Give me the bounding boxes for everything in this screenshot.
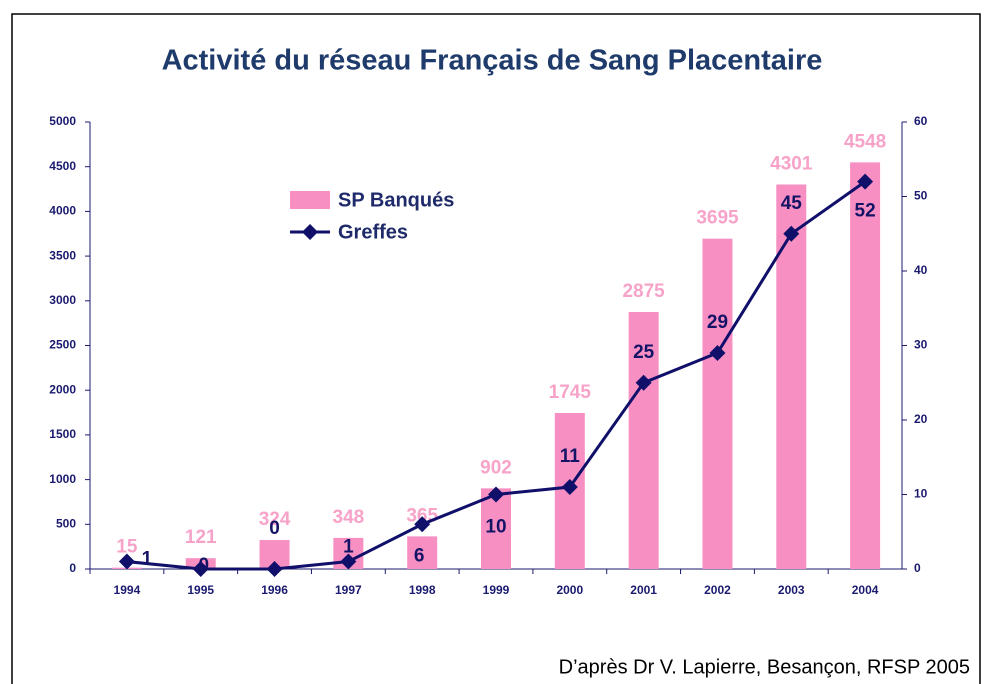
legend-marker <box>302 224 318 240</box>
bar-label: 3695 <box>696 208 739 229</box>
bar-label: 324 <box>259 509 291 530</box>
bar-label: 902 <box>480 457 512 478</box>
bar <box>850 162 881 569</box>
legend-label: SP Banqués <box>338 189 454 211</box>
x-tick-label: 2001 <box>630 583 657 597</box>
y-tick-label: 3000 <box>49 293 76 307</box>
bar <box>702 238 733 570</box>
x-tick-label: 1998 <box>409 583 436 597</box>
y2-tick-label: 10 <box>914 487 928 501</box>
y-tick-label: 500 <box>56 516 76 530</box>
x-tick-label: 2002 <box>704 583 731 597</box>
x-tick-label: 2004 <box>852 583 879 597</box>
marker <box>266 561 283 577</box>
legend-label: Greffes <box>338 221 408 243</box>
x-tick-label: 2003 <box>778 583 805 597</box>
marker <box>783 225 800 242</box>
bar-label: 121 <box>185 527 217 548</box>
marker <box>561 479 578 496</box>
y2-tick-label: 60 <box>914 114 928 128</box>
line-label: 11 <box>560 446 581 467</box>
line-label: 45 <box>781 193 803 214</box>
y2-tick-label: 0 <box>914 561 921 575</box>
x-tick-label: 1999 <box>483 583 510 597</box>
y-tick-label: 3500 <box>49 248 76 262</box>
chart-title: Activité du réseau Français de Sang Plac… <box>162 45 823 77</box>
marker <box>857 173 874 190</box>
legend-swatch <box>290 191 330 209</box>
line-label: 1 <box>142 549 153 570</box>
line-label: 0 <box>269 518 280 539</box>
x-tick-label: 1995 <box>187 583 214 597</box>
bar-label: 4301 <box>770 154 813 175</box>
x-tick-label: 2000 <box>556 583 583 597</box>
marker <box>709 344 726 361</box>
marker <box>488 486 504 503</box>
bar-label: 2875 <box>622 281 665 302</box>
bar <box>407 536 438 569</box>
y-tick-label: 1500 <box>49 427 76 441</box>
bar-label: 4548 <box>844 131 886 152</box>
marker <box>192 561 209 577</box>
line-label: 29 <box>707 312 728 333</box>
bar-label: 15 <box>116 537 138 558</box>
y2-tick-label: 20 <box>914 412 928 426</box>
x-tick-label: 1997 <box>335 583 362 597</box>
y2-tick-label: 30 <box>914 338 928 352</box>
line-label: 1 <box>343 537 354 558</box>
bar <box>628 311 659 569</box>
bar-label: 348 <box>333 507 365 528</box>
y2-tick-label: 40 <box>914 263 928 277</box>
line-label: 10 <box>485 517 506 538</box>
y-tick-label: 4500 <box>49 159 76 173</box>
y-tick-label: 2000 <box>49 382 76 396</box>
x-tick-label: 1994 <box>114 583 141 597</box>
marker <box>118 553 135 570</box>
marker <box>414 516 431 533</box>
line-label: 25 <box>633 342 655 363</box>
bar <box>776 184 807 569</box>
y2-tick-label: 50 <box>914 189 928 203</box>
x-tick-label: 1996 <box>261 583 288 597</box>
line-label: 6 <box>414 545 425 566</box>
y-tick-label: 2500 <box>49 338 76 352</box>
marker <box>340 553 357 570</box>
y-tick-label: 1000 <box>49 472 76 486</box>
source: D’après Dr V. Lapierre, Besançon, RFSP 2… <box>559 656 970 678</box>
line-label: 0 <box>198 555 209 576</box>
bar-label: 1745 <box>549 382 592 403</box>
frame <box>11 13 981 684</box>
marker <box>635 374 652 391</box>
y-tick-label: 5000 <box>49 114 76 128</box>
y-tick-label: 0 <box>69 561 76 575</box>
y-tick-label: 4000 <box>49 204 76 218</box>
line-label: 52 <box>855 201 876 222</box>
